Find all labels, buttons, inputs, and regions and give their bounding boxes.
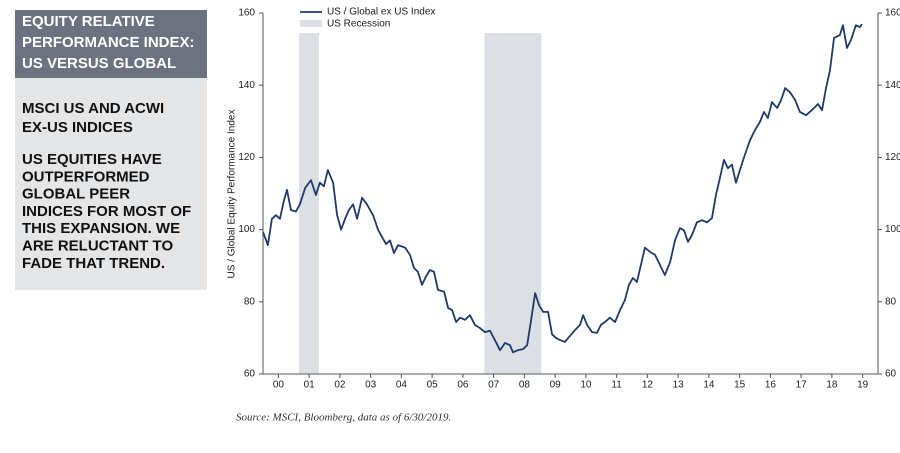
y-tick-label: 160: [238, 8, 255, 19]
x-tick-label: 14: [703, 380, 715, 391]
y2-tick-label: 80: [885, 296, 897, 307]
x-tick-label: 06: [457, 380, 469, 391]
x-tick-label: 19: [857, 380, 869, 391]
x-tick-label: 01: [304, 380, 316, 391]
x-tick-label: 10: [580, 380, 592, 391]
panel-text: ARE RELUCTANT TO: [22, 237, 173, 254]
x-tick-label: 17: [796, 380, 808, 391]
y2-tick-label: 60: [885, 369, 897, 380]
x-tick-label: 09: [550, 380, 562, 391]
x-tick-label: 04: [396, 380, 408, 391]
recession-band: [298, 33, 319, 374]
panel-header: [15, 10, 207, 78]
y-axis-label: US / Global Equity Performance Index: [227, 110, 238, 279]
y2-tick-label: 160: [885, 8, 900, 19]
panel-subheading: MSCI US AND ACWI: [22, 100, 164, 117]
y2-tick-label: 120: [885, 152, 900, 163]
x-tick-label: 16: [765, 380, 777, 391]
panel-text: THIS EXPANSION. WE: [22, 220, 180, 237]
panel-body: [15, 78, 207, 290]
legend-swatch: [300, 20, 322, 27]
x-tick-label: 08: [519, 380, 531, 391]
y-tick-label: 80: [244, 296, 256, 307]
panel-heading: EQUITY RELATIVE: [22, 13, 155, 30]
panel-text: FADE THAT TREND.: [22, 255, 165, 272]
y2-tick-label: 140: [885, 80, 900, 91]
x-tick-label: 12: [642, 380, 654, 391]
y-tick-label: 100: [238, 224, 255, 235]
x-tick-label: 05: [427, 380, 439, 391]
x-tick-label: 02: [334, 380, 346, 391]
y2-tick-label: 100: [885, 224, 900, 235]
panel-text: OUTPERFORMED: [22, 168, 150, 185]
x-tick-label: 18: [826, 380, 838, 391]
panel-subheading: EX-US INDICES: [22, 119, 133, 136]
legend-label: US Recession: [327, 19, 390, 30]
y-tick-label: 140: [238, 80, 255, 91]
source: Source: MSCI, Bloomberg, data as of 6/30…: [236, 412, 451, 424]
x-tick-label: 11: [611, 380, 622, 391]
panel-text: GLOBAL PEER: [22, 186, 130, 203]
series-line: [262, 23, 863, 354]
panel-heading: US VERSUS GLOBAL: [22, 55, 176, 72]
x-tick-label: 00: [273, 380, 285, 391]
x-tick-label: 03: [365, 380, 377, 391]
panel-text: INDICES FOR MOST OF: [22, 203, 191, 220]
recession-band: [484, 33, 542, 374]
y-tick-label: 120: [238, 152, 255, 163]
y-tick-label: 60: [244, 369, 256, 380]
x-tick-label: 13: [673, 380, 685, 391]
x-tick-label: 07: [488, 380, 500, 391]
panel-heading: PERFORMANCE INDEX:: [22, 34, 195, 51]
panel-text: US EQUITIES HAVE: [22, 151, 162, 168]
legend-label: US / Global ex US Index: [327, 7, 435, 18]
x-tick-label: 15: [734, 380, 746, 391]
